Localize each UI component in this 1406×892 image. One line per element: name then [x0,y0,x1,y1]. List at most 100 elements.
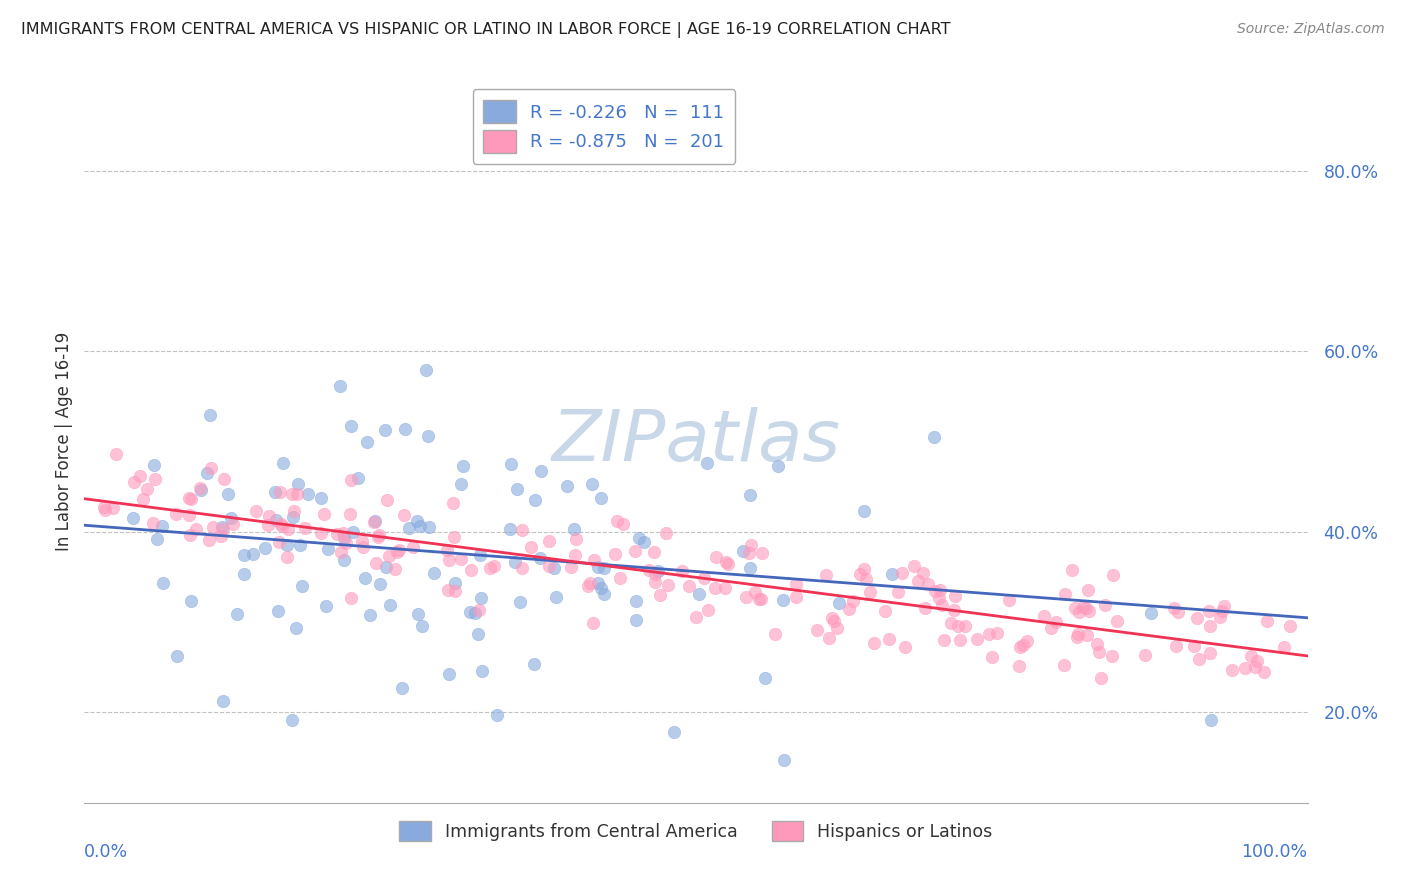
Point [817,632,839,646]
Point [287,477,309,491]
Point [437,553,460,567]
Point [529,550,551,565]
Point [309,491,332,506]
Point [166,648,188,663]
Point [211,520,233,534]
Point [245,504,267,518]
Point [530,463,553,477]
Point [352,534,374,549]
Point [217,487,239,501]
Point [377,549,399,563]
Point [332,531,354,545]
Point [738,488,761,502]
Point [1011,638,1033,652]
Point [1199,646,1222,660]
Point [283,504,305,518]
Point [378,598,401,612]
Point [294,520,316,534]
Point [314,507,336,521]
Point [263,484,285,499]
Point [222,517,245,532]
Point [270,516,292,531]
Point [731,544,754,558]
Point [624,544,647,558]
Point [342,525,364,540]
Point [165,507,187,521]
Point [276,549,298,564]
Point [281,509,304,524]
Point [1188,651,1211,665]
Point [129,469,152,483]
Point [891,566,914,580]
Point [748,592,770,607]
Point [744,584,766,599]
Point [966,632,988,646]
Text: 0.0%: 0.0% [84,843,128,861]
Point [841,593,863,607]
Point [579,575,602,590]
Point [388,543,411,558]
Text: Source: ZipAtlas.com: Source: ZipAtlas.com [1237,22,1385,37]
Point [394,422,416,436]
Point [94,502,117,516]
Point [131,491,153,506]
Point [581,477,603,491]
Point [150,518,173,533]
Point [582,552,605,566]
Point [647,564,669,578]
Point [93,500,115,515]
Point [998,592,1021,607]
Point [917,577,939,591]
Point [443,530,465,544]
Point [644,575,666,590]
Point [582,616,605,631]
Point [339,473,361,487]
Point [704,549,727,564]
Point [644,566,666,581]
Point [271,456,294,470]
Point [256,518,278,533]
Point [458,605,481,619]
Point [704,582,727,596]
Point [356,435,378,450]
Point [1090,671,1112,685]
Point [1045,615,1067,629]
Point [316,541,339,556]
Point [942,602,965,616]
Point [1240,648,1263,663]
Point [367,529,389,543]
Point [643,544,665,558]
Point [354,571,377,585]
Point [1008,640,1031,655]
Point [546,591,568,605]
Point [406,607,429,621]
Point [852,562,875,576]
Point [678,579,700,593]
Point [423,566,446,581]
Point [506,482,529,496]
Point [124,475,146,490]
Point [586,560,609,574]
Point [928,591,950,605]
Point [714,555,737,569]
Point [467,626,489,640]
Point [1078,604,1101,618]
Point [1212,599,1234,614]
Point [648,587,671,601]
Point [226,607,249,621]
Point [877,632,900,646]
Point [468,548,491,562]
Point [894,640,917,654]
Point [538,533,561,548]
Point [508,595,530,609]
Point [1182,639,1205,653]
Text: 100.0%: 100.0% [1241,843,1308,861]
Point [537,559,560,574]
Point [297,487,319,501]
Point [858,584,880,599]
Point [914,601,936,615]
Point [922,429,945,443]
Point [271,519,294,533]
Point [219,511,242,525]
Point [484,559,506,574]
